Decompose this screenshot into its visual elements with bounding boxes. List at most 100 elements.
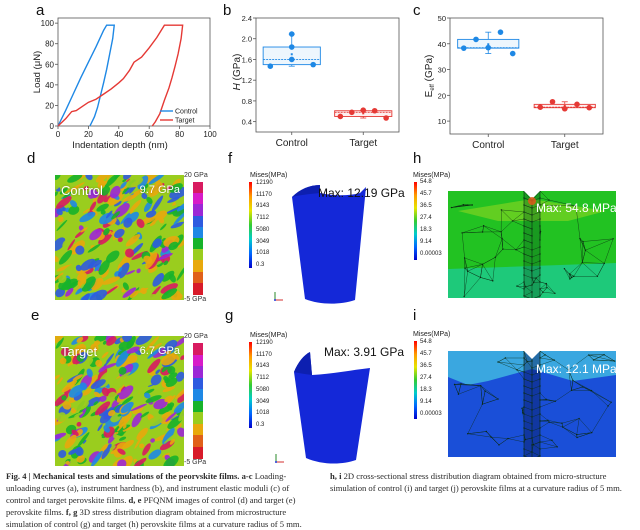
y-axis-label: H (GPa) [232, 54, 243, 91]
colorbar-segment [193, 401, 203, 413]
mesh-node [539, 274, 540, 275]
y-tick-label: 2.0 [242, 35, 252, 44]
colorbar-max-label: 20 GPa [184, 333, 208, 340]
colorbar-tick-label: 3049 [256, 239, 269, 245]
x-tick-label: Control [276, 138, 308, 149]
x-tick-label: 20 [84, 130, 93, 139]
mesh-node [564, 268, 565, 269]
box-mean [291, 53, 293, 55]
film-surface [292, 185, 366, 304]
y-tick-label: 0.8 [242, 97, 252, 106]
y-tick-label: 0 [50, 122, 55, 131]
max-stress-label: Max: 54.8 MPa [536, 201, 617, 215]
legend-label: Control [175, 109, 198, 116]
fem-legend-title: Mises(MPa) [413, 331, 450, 338]
colorbar-tick-label: 0.3 [256, 262, 264, 268]
colorbar-tick-label: 45.7 [420, 351, 432, 357]
box-target [534, 99, 595, 112]
colorbar-segment [193, 249, 203, 261]
fem-3d-film-target [292, 350, 382, 465]
colorbar-tick-label: 9143 [256, 203, 269, 209]
fem-colorbar [249, 182, 252, 268]
data-point [574, 102, 580, 108]
y-tick-label: 50 [438, 14, 446, 23]
colorbar-tick-label: 5080 [256, 387, 269, 393]
x-tick-label: 40 [114, 130, 123, 139]
caption-text-hi: 2D cross-sectional stress distribution d… [330, 471, 622, 493]
x-tick-label: 0 [56, 130, 61, 139]
data-point [485, 45, 491, 51]
axis-triad-icon [272, 290, 286, 302]
mesh-node [554, 293, 555, 294]
mesh-node [553, 359, 554, 360]
colorbar-tick-label: 1018 [256, 410, 269, 416]
caption-column-right: h, i 2D cross-sectional stress distribut… [330, 470, 635, 494]
x-tick-label: 80 [175, 130, 184, 139]
mesh-node [610, 402, 611, 403]
data-point [498, 29, 504, 35]
afm-sample-label: Control [61, 183, 103, 198]
x-tick-label: 100 [203, 130, 217, 139]
max-stress-label: Max: 12.19 GPa [318, 186, 405, 200]
panel-label-f: f [228, 150, 232, 167]
colorbar-tick-label: 0.00003 [420, 251, 442, 257]
data-point [310, 62, 316, 68]
fem-legend-title: Mises(MPa) [413, 172, 450, 179]
colorbar-segment [193, 272, 203, 284]
y-tick-label: 1.6 [242, 55, 252, 64]
colorbar-tick-label: 0.3 [256, 422, 264, 428]
colorbar-segment [193, 238, 203, 250]
colorbar-segment [193, 412, 203, 424]
series-line-control [58, 25, 114, 126]
fem-legend-title: Mises(MPa) [250, 172, 287, 179]
data-point [289, 57, 295, 63]
colorbar-tick-label: 9.14 [420, 239, 432, 245]
mesh-node [460, 383, 461, 384]
colorbar-tick-label: 12190 [256, 340, 273, 346]
colorbar-tick-label: 7112 [256, 215, 269, 221]
mesh-node [582, 262, 583, 263]
panel-label-h: h [413, 150, 421, 167]
mesh-node [501, 209, 502, 210]
x-tick-label: Target [551, 140, 579, 150]
colorbar-segment [193, 447, 203, 459]
colorbar-segment [193, 366, 203, 378]
afm-image-target: Target 6.7 GPa [55, 336, 184, 466]
box-target [335, 107, 392, 120]
plot-frame [450, 18, 603, 134]
colorbar-segment [193, 378, 203, 390]
fem-3d-film-control [290, 185, 380, 305]
afm-modulus-value: 6.7 GPa [140, 345, 180, 357]
mesh-node [573, 276, 574, 277]
colorbar-tick-label: 5080 [256, 227, 269, 233]
y-tick-label: 80 [45, 40, 54, 49]
data-point [586, 105, 592, 111]
axis-triad-icon [273, 452, 287, 464]
mesh-node [500, 231, 501, 232]
y-tick-label: 0.4 [242, 118, 252, 127]
mesh-node [461, 232, 462, 233]
mesh-node [516, 285, 517, 286]
max-stress-label: Max: 12.1 MPa [536, 362, 617, 376]
panel-label-g: g [225, 307, 233, 324]
colorbar-segment [193, 343, 203, 355]
colorbar-segment [193, 260, 203, 272]
colorbar-tick-label: 3049 [256, 399, 269, 405]
mesh-node [484, 390, 485, 391]
caption-bold-fg: f, g [66, 507, 77, 517]
y-tick-label: 100 [41, 19, 55, 28]
mesh-node [467, 204, 468, 205]
mesh-node [612, 238, 613, 239]
colorbar-tick-label: 18.3 [420, 387, 432, 393]
fem-colorbar [414, 341, 417, 419]
colorbar-tick-label: 11170 [256, 352, 272, 358]
afm-image-control: Control 9.7 GPa [55, 175, 184, 300]
y-tick-label: 20 [45, 101, 54, 110]
max-stress-label: Max: 3.91 GPa [324, 345, 404, 359]
mesh-node [551, 440, 552, 441]
box-control [458, 29, 519, 56]
colorbar-tick-label: 9.14 [420, 399, 432, 405]
max-stress-point [528, 197, 536, 205]
box-control [263, 31, 320, 69]
